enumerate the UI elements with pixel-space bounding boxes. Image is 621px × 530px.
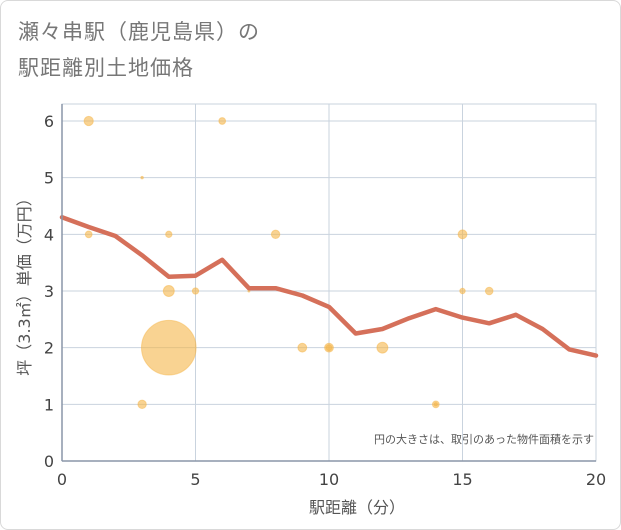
x-tick-label: 15 bbox=[452, 470, 472, 489]
axes: 0 1 2 3 4 5 6 0 5 10 15 20 bbox=[44, 104, 606, 489]
x-tick-label: 20 bbox=[586, 470, 606, 489]
average-line bbox=[59, 215, 599, 358]
y-tick-label: 2 bbox=[44, 339, 54, 358]
y-tick-label: 4 bbox=[44, 225, 54, 244]
bubble bbox=[191, 287, 200, 295]
x-tick-label: 0 bbox=[57, 470, 67, 489]
bubble bbox=[325, 344, 333, 352]
bubble bbox=[83, 115, 94, 127]
bubble bbox=[84, 230, 93, 239]
y-tick-label: 6 bbox=[44, 112, 54, 131]
average-price-line bbox=[59, 215, 599, 358]
y-tick-label: 5 bbox=[44, 169, 54, 188]
bubble bbox=[141, 319, 197, 376]
bubble bbox=[457, 229, 468, 240]
bubble bbox=[165, 230, 173, 238]
chart-title-line2: 駅距離別土地価格 bbox=[18, 56, 194, 80]
bubble bbox=[218, 117, 227, 125]
x-tick-label: 10 bbox=[319, 470, 339, 489]
x-axis-label: 駅距離（分） bbox=[309, 498, 405, 517]
bubble bbox=[484, 286, 494, 296]
chart-title: 瀬々串駅（鹿児島県）の 駅距離別土地価格 bbox=[18, 14, 260, 86]
bubble bbox=[137, 399, 147, 410]
x-tick-label: 5 bbox=[190, 470, 200, 489]
bubble bbox=[433, 402, 438, 407]
bubble bbox=[376, 341, 389, 354]
y-tick-label: 0 bbox=[44, 452, 54, 471]
bubble bbox=[459, 287, 466, 295]
size-note: 円の大きさは、取引のあった物件面積を示す bbox=[374, 432, 594, 446]
bubble bbox=[270, 229, 281, 240]
y-tick-label: 1 bbox=[44, 395, 54, 414]
chart-title-line1: 瀬々串駅（鹿児島県）の bbox=[18, 20, 260, 44]
bubble bbox=[140, 175, 144, 180]
bubble bbox=[297, 342, 308, 353]
bubble bbox=[162, 285, 175, 297]
bubbles bbox=[83, 115, 494, 410]
y-axis-label: 坪（3.3㎡）単価（万円） bbox=[15, 190, 34, 375]
y-tick-label: 3 bbox=[44, 282, 54, 301]
